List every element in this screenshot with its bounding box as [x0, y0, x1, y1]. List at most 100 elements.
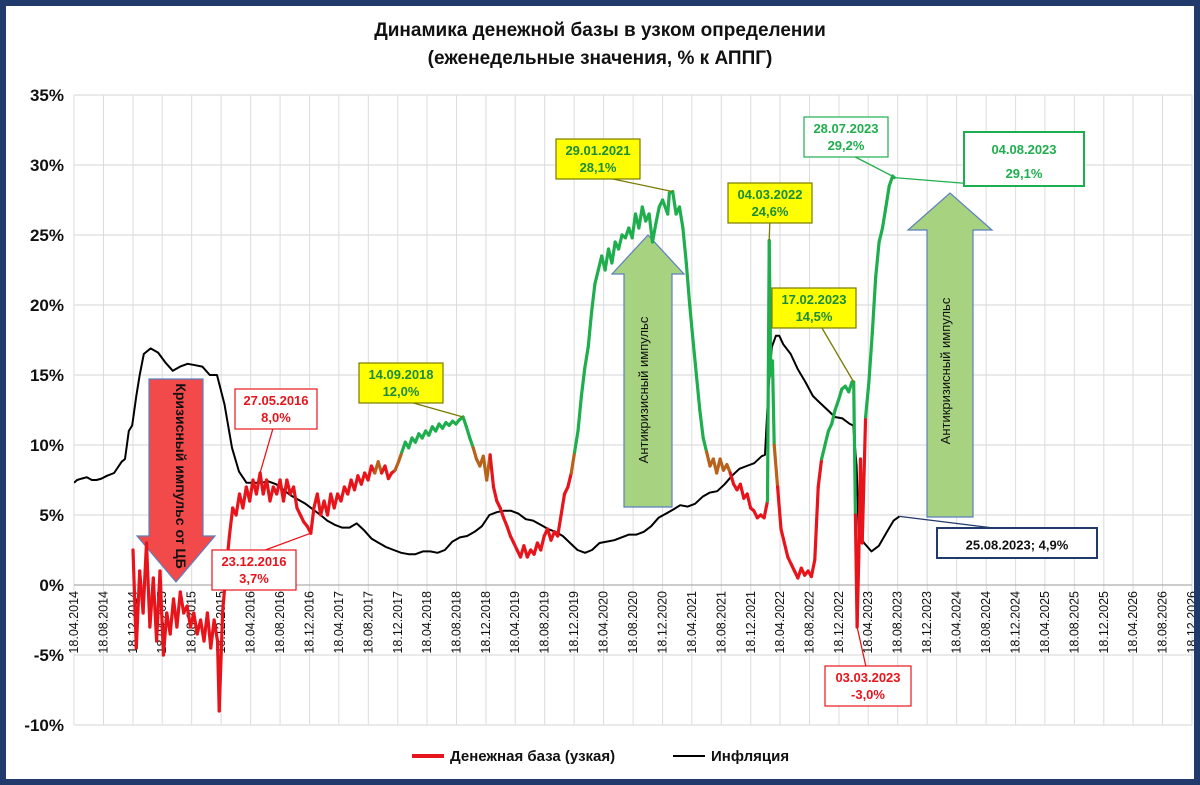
x-tick-label: 18.12.2025: [1097, 591, 1111, 654]
chart-subtitle: (еженедельные значения, % к АППГ): [428, 48, 773, 69]
x-tick-label: 18.04.2019: [508, 591, 522, 654]
money-base-segment: [650, 222, 658, 244]
arrow1-label: Кризисный импульс от ЦБ: [173, 383, 189, 568]
annotation-text: 24,6%: [752, 204, 789, 219]
money-base-segment: [775, 485, 783, 531]
x-tick-label: 18.12.2023: [920, 591, 934, 654]
money-base-segment: [767, 239, 773, 377]
x-tick-label: 18.08.2019: [538, 591, 552, 654]
money-base-segment: [616, 233, 624, 251]
y-tick-label: 25%: [30, 226, 64, 245]
money-base-segment: [830, 408, 837, 426]
money-base-segment: [852, 380, 858, 517]
legend: Денежная база (узкая) Инфляция: [412, 748, 789, 765]
money-base-segment: [610, 240, 617, 265]
annotation-box: [771, 287, 857, 329]
x-tick-label: 18.04.2018: [420, 591, 434, 654]
money-base-segment: [870, 275, 878, 335]
money-base-segment: [847, 380, 854, 394]
annotation-text: 28,1%: [580, 160, 617, 175]
money-base-segment: [586, 310, 594, 349]
money-base-segment: [461, 415, 468, 429]
y-tick-label: 0%: [39, 576, 64, 595]
y-tick-label: -5%: [34, 646, 64, 665]
annotation-a5: 04.03.2022 24,6%: [727, 182, 813, 241]
money-base-segment: [833, 398, 841, 412]
x-tick-label: 18.08.2016: [273, 591, 287, 654]
money-base-segment: [576, 394, 584, 433]
money-base-segment: [779, 527, 787, 545]
y-tick-label: -10%: [24, 716, 64, 735]
annotation-a9: 03.03.2023 -3,0%: [824, 626, 912, 707]
arrow1-arrow: Кризисный импульс от ЦБ: [135, 378, 217, 583]
money-base-chart: Динамика денежной базы в узком определен…: [24, 20, 1194, 765]
money-base-segment: [471, 446, 479, 461]
annotation-text: 27.05.2016: [243, 393, 308, 408]
x-tick-label: 18.12.2026: [1185, 591, 1194, 654]
money-base-segment: [212, 618, 220, 643]
x-tick-label: 18.12.2022: [832, 591, 846, 654]
arrow1-shape: [135, 378, 217, 583]
annotation-text: 04.08.2023: [991, 142, 1056, 157]
x-tick-label: 18.08.2020: [626, 591, 640, 654]
annotation-text: 03.03.2023: [835, 670, 900, 685]
money-base-segment: [583, 345, 590, 370]
money-base-segment: [728, 471, 736, 486]
money-base-segment: [488, 453, 496, 489]
annotation-text: 17.02.2023: [781, 292, 846, 307]
money-base-segment: [227, 506, 235, 538]
money-base-segment: [877, 226, 885, 244]
annotation-text: 29,1%: [1006, 166, 1043, 181]
inflation-line: [74, 334, 900, 556]
money-base-segment: [738, 482, 746, 500]
annotation-text: 3,7%: [239, 571, 269, 586]
x-tick-label: 18.08.2022: [803, 591, 817, 654]
annotation-box: [803, 116, 889, 158]
money-base-segment: [860, 415, 868, 545]
annotation-a2: 23.12.2016 3,7%: [211, 532, 312, 591]
annotation-box: [555, 138, 641, 180]
y-axis: -10% -5% 0% 5% 10% 15% 20% 25% 30% 35%: [24, 86, 64, 735]
x-tick-label: 18.04.2017: [332, 591, 346, 654]
annotation-a1: 27.05.2016 8,0%: [234, 388, 318, 474]
money-base-segment: [671, 190, 678, 216]
annotation-leader: [265, 532, 312, 551]
annotation-text: 25.08.2023; 4,9%: [966, 537, 1069, 552]
money-base-segment: [292, 485, 299, 510]
annotation-leader: [413, 402, 464, 418]
money-base-segment: [745, 492, 753, 510]
money-base-segment: [158, 569, 165, 657]
money-base-segment: [396, 450, 404, 464]
annotation-leader: [259, 428, 274, 474]
money-base-segment: [884, 184, 891, 209]
money-base-segment: [880, 205, 888, 230]
money-base-segment: [823, 429, 831, 447]
x-tick-label: 18.08.2017: [361, 591, 375, 654]
money-base-segment: [874, 240, 881, 279]
money-base-segment: [782, 541, 790, 559]
money-base-segment: [762, 499, 770, 520]
annotation-box: [358, 362, 444, 404]
x-tick-label: 18.08.2014: [97, 591, 111, 654]
arrow2-arrow: Антикризисный импульс: [610, 234, 686, 508]
annotation-a7: 28.07.2023 29,2%: [803, 116, 893, 177]
annotation-text: -3,0%: [851, 687, 885, 702]
money-base-segment: [867, 331, 874, 384]
x-tick-label: 18.12.2020: [656, 591, 670, 654]
x-tick-label: 18.04.2020: [597, 591, 611, 654]
annotation-box: [211, 549, 297, 591]
money-base-segment: [819, 443, 827, 461]
x-tick-label: 18.04.2023: [861, 591, 875, 654]
money-base-segment: [684, 261, 692, 307]
annotation-a10: 25.08.2023; 4,9%: [899, 515, 1098, 559]
money-base-segment: [698, 408, 705, 440]
x-tick-label: 18.08.2018: [450, 591, 464, 654]
x-axis: 18.04.201418.08.201418.12.201418.04.2015…: [67, 591, 1194, 654]
arrow3-arrow: Антикризисный импульс: [906, 192, 994, 518]
money-base-segment: [539, 534, 546, 552]
legend-label-money-base: Денежная база (узкая): [450, 748, 615, 765]
money-base-segment: [593, 268, 600, 286]
y-tick-label: 15%: [30, 366, 64, 385]
x-tick-label: 18.04.2016: [244, 591, 258, 654]
